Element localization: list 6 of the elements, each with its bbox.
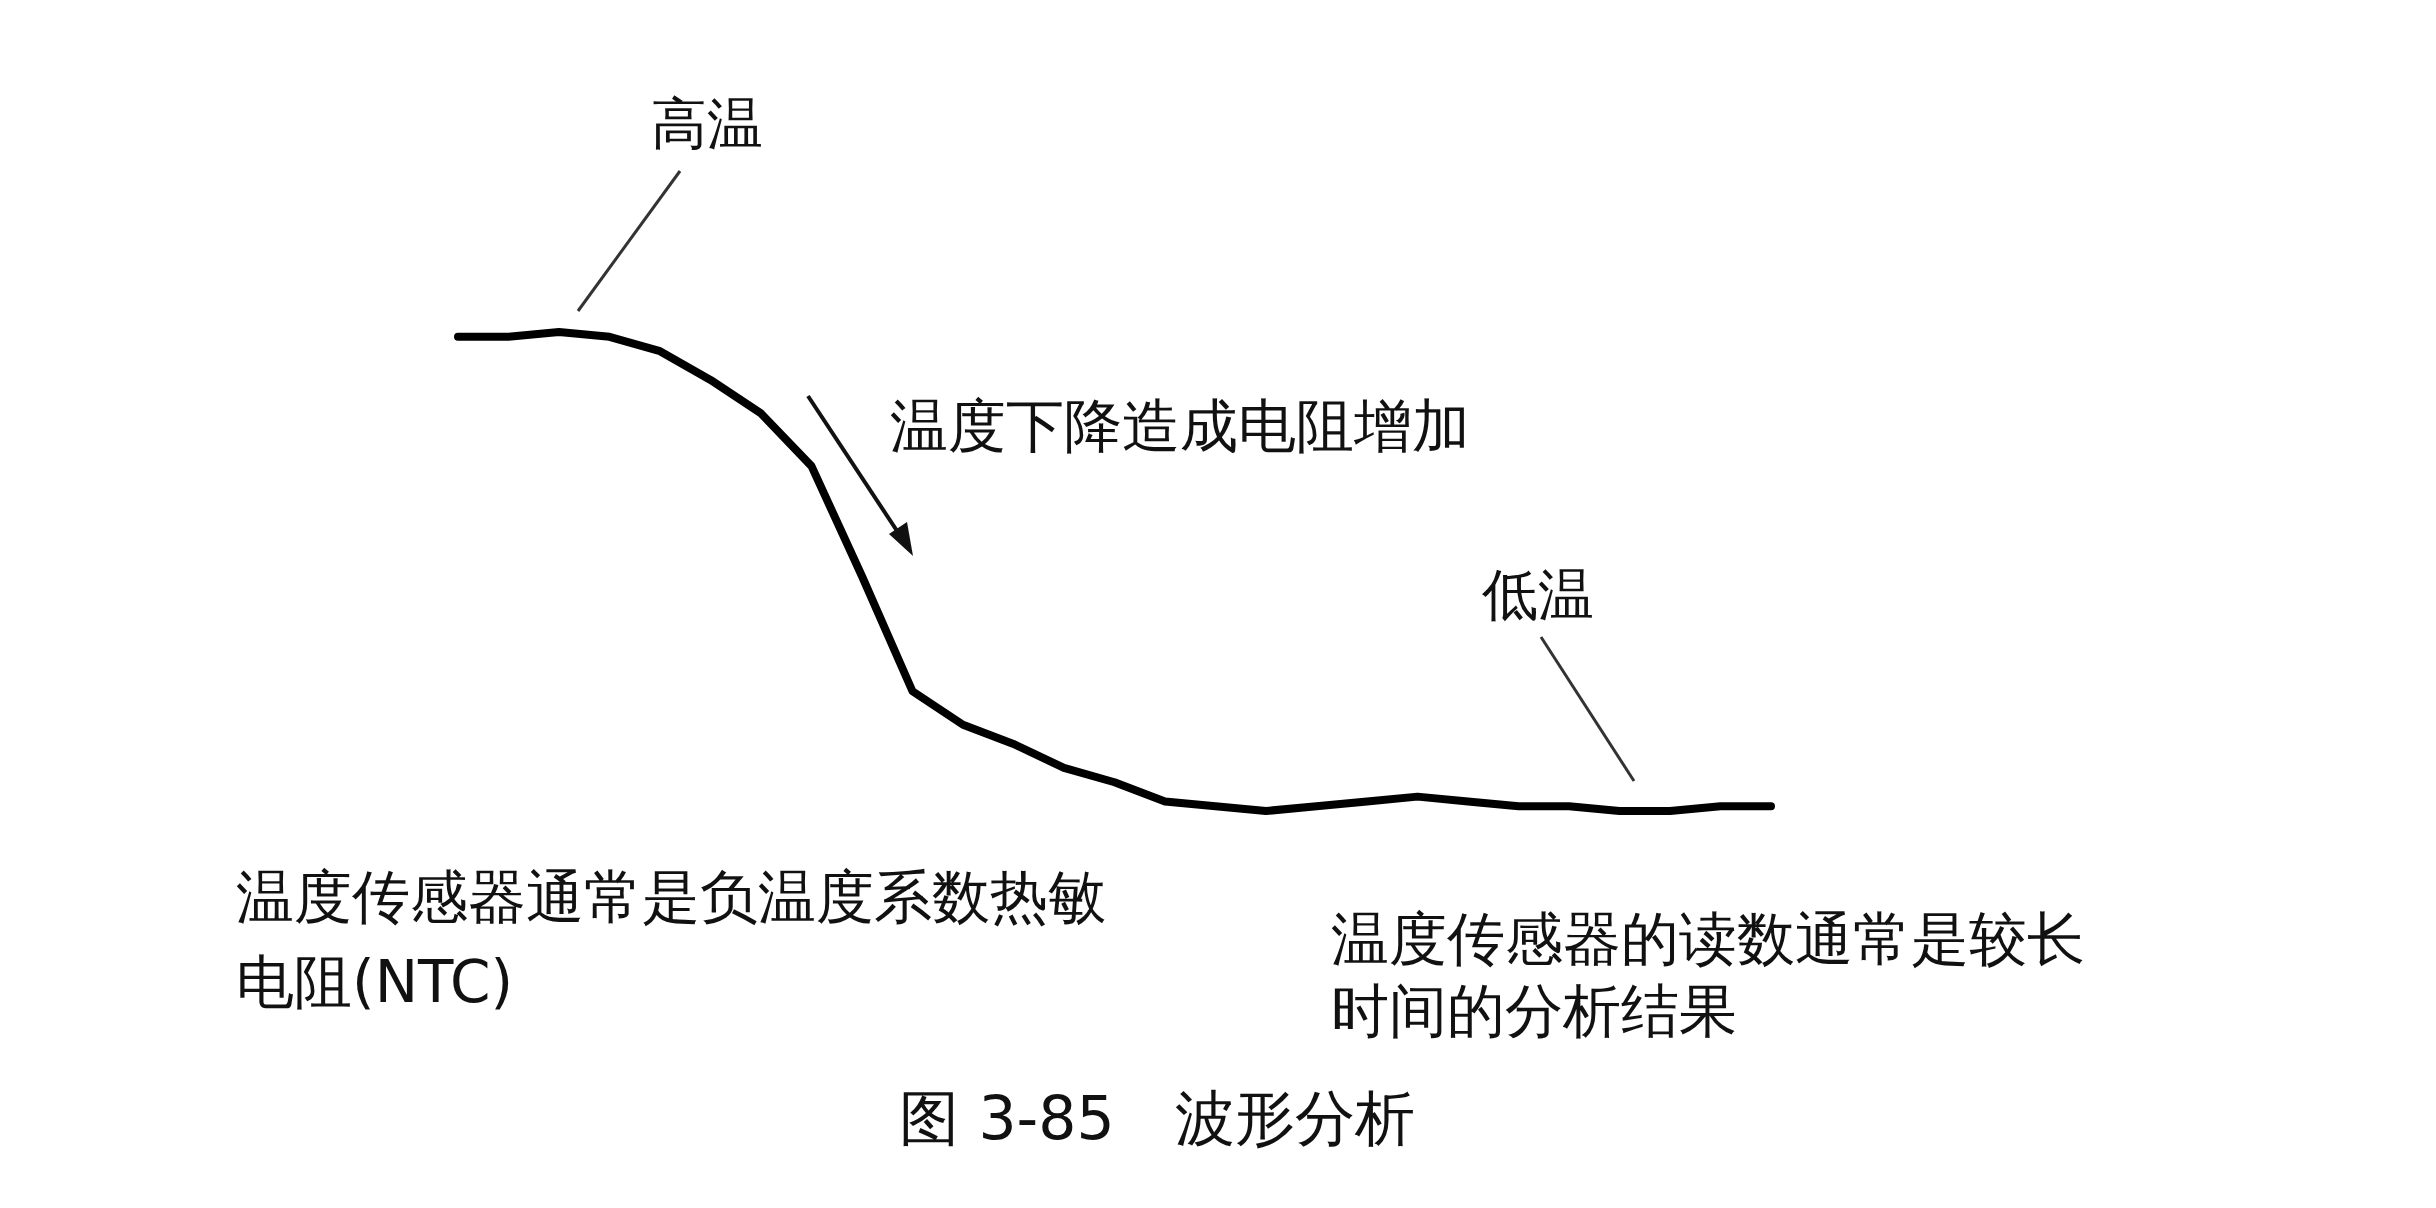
text: 温度传感器的读数通常是较长时间的分析结果: [1331, 905, 2085, 1045]
text: 高温: [651, 91, 763, 156]
annotation: 温度下降造成电阻增加: [890, 392, 1470, 460]
text: 图 3-85 波形分析: [899, 1083, 1415, 1153]
annotation: 低温: [1482, 562, 1594, 627]
text: 温度传感器通常是负温度系数热敏电阻(NTC): [236, 863, 1106, 1016]
